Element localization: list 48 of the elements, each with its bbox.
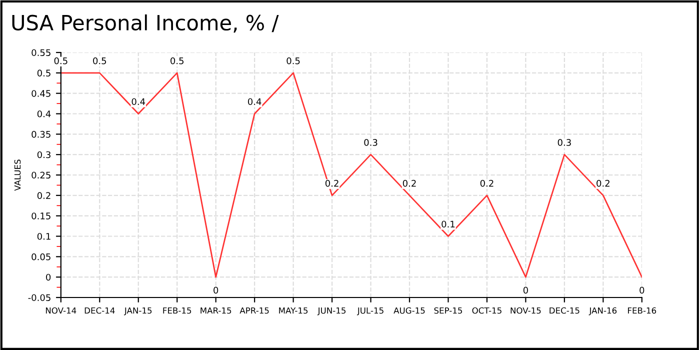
data-label: 0.5 [54, 57, 68, 64]
data-label: 0.1 [442, 220, 455, 228]
data-label: 0.2 [402, 180, 416, 187]
y-tick-label: -0.05 [28, 294, 50, 302]
x-tick-label: NOV-14 [46, 307, 76, 314]
y-tick-label: 0.5 [37, 70, 50, 76]
x-tick-label: JUL-15 [357, 307, 384, 316]
data-label: 0.5 [93, 57, 106, 64]
x-tick-label: FEB-15 [163, 307, 192, 314]
x-tick-label: MAR-15 [200, 307, 232, 314]
y-tick-label: 0.05 [32, 253, 50, 260]
y-tick-label: 0.15 [32, 212, 50, 220]
y-tick-label: 0.2 [37, 192, 50, 199]
y-tick-label: 0 [46, 274, 51, 281]
data-label: 0.2 [596, 180, 610, 187]
data-label: 0 [640, 286, 644, 294]
x-tick-label: APR-15 [240, 307, 269, 314]
x-tick-label: DEC-14 [84, 307, 115, 314]
y-tick-label: 0.3 [37, 151, 50, 158]
data-label: 0.4 [248, 98, 262, 106]
y-tick-label: 0.25 [32, 172, 50, 179]
y-tick-label: 0.55 [32, 49, 50, 56]
data-label: 0.4 [132, 98, 146, 106]
x-tick-label: DEC-15 [550, 307, 580, 314]
x-tick-label: JAN-16 [588, 307, 617, 316]
line-series [60, 72, 642, 278]
y-axis-title: VALUES [14, 160, 21, 191]
y-tick-label: 0.35 [32, 130, 50, 138]
data-label: 0.5 [170, 57, 184, 64]
x-tick-label: AUG-15 [394, 307, 425, 314]
x-tick-label: OCT-15 [472, 307, 502, 314]
data-label: 0 [214, 286, 218, 294]
x-tick-label: SEP-15 [434, 307, 462, 314]
x-tick-label: JUN-15 [317, 307, 346, 316]
x-tick-label: NOV-15 [510, 307, 541, 314]
y-tick-label: 0.45 [32, 90, 50, 97]
data-label: 0.3 [558, 139, 571, 146]
data-label: 0.2 [325, 180, 338, 187]
y-tick-label: 0.1 [37, 232, 50, 240]
x-tick-label: JAN-15 [124, 307, 152, 316]
chart-title: USA Personal Income, % / [12, 14, 279, 33]
x-tick-label: FEB-16 [628, 307, 656, 314]
data-label: 0 [523, 286, 528, 294]
data-label: 0.3 [364, 139, 378, 146]
y-tick-label: 0.4 [37, 110, 51, 118]
data-label: 0.2 [480, 180, 494, 187]
data-label: 0.5 [286, 57, 300, 64]
x-tick-label: MAY-15 [279, 307, 308, 314]
